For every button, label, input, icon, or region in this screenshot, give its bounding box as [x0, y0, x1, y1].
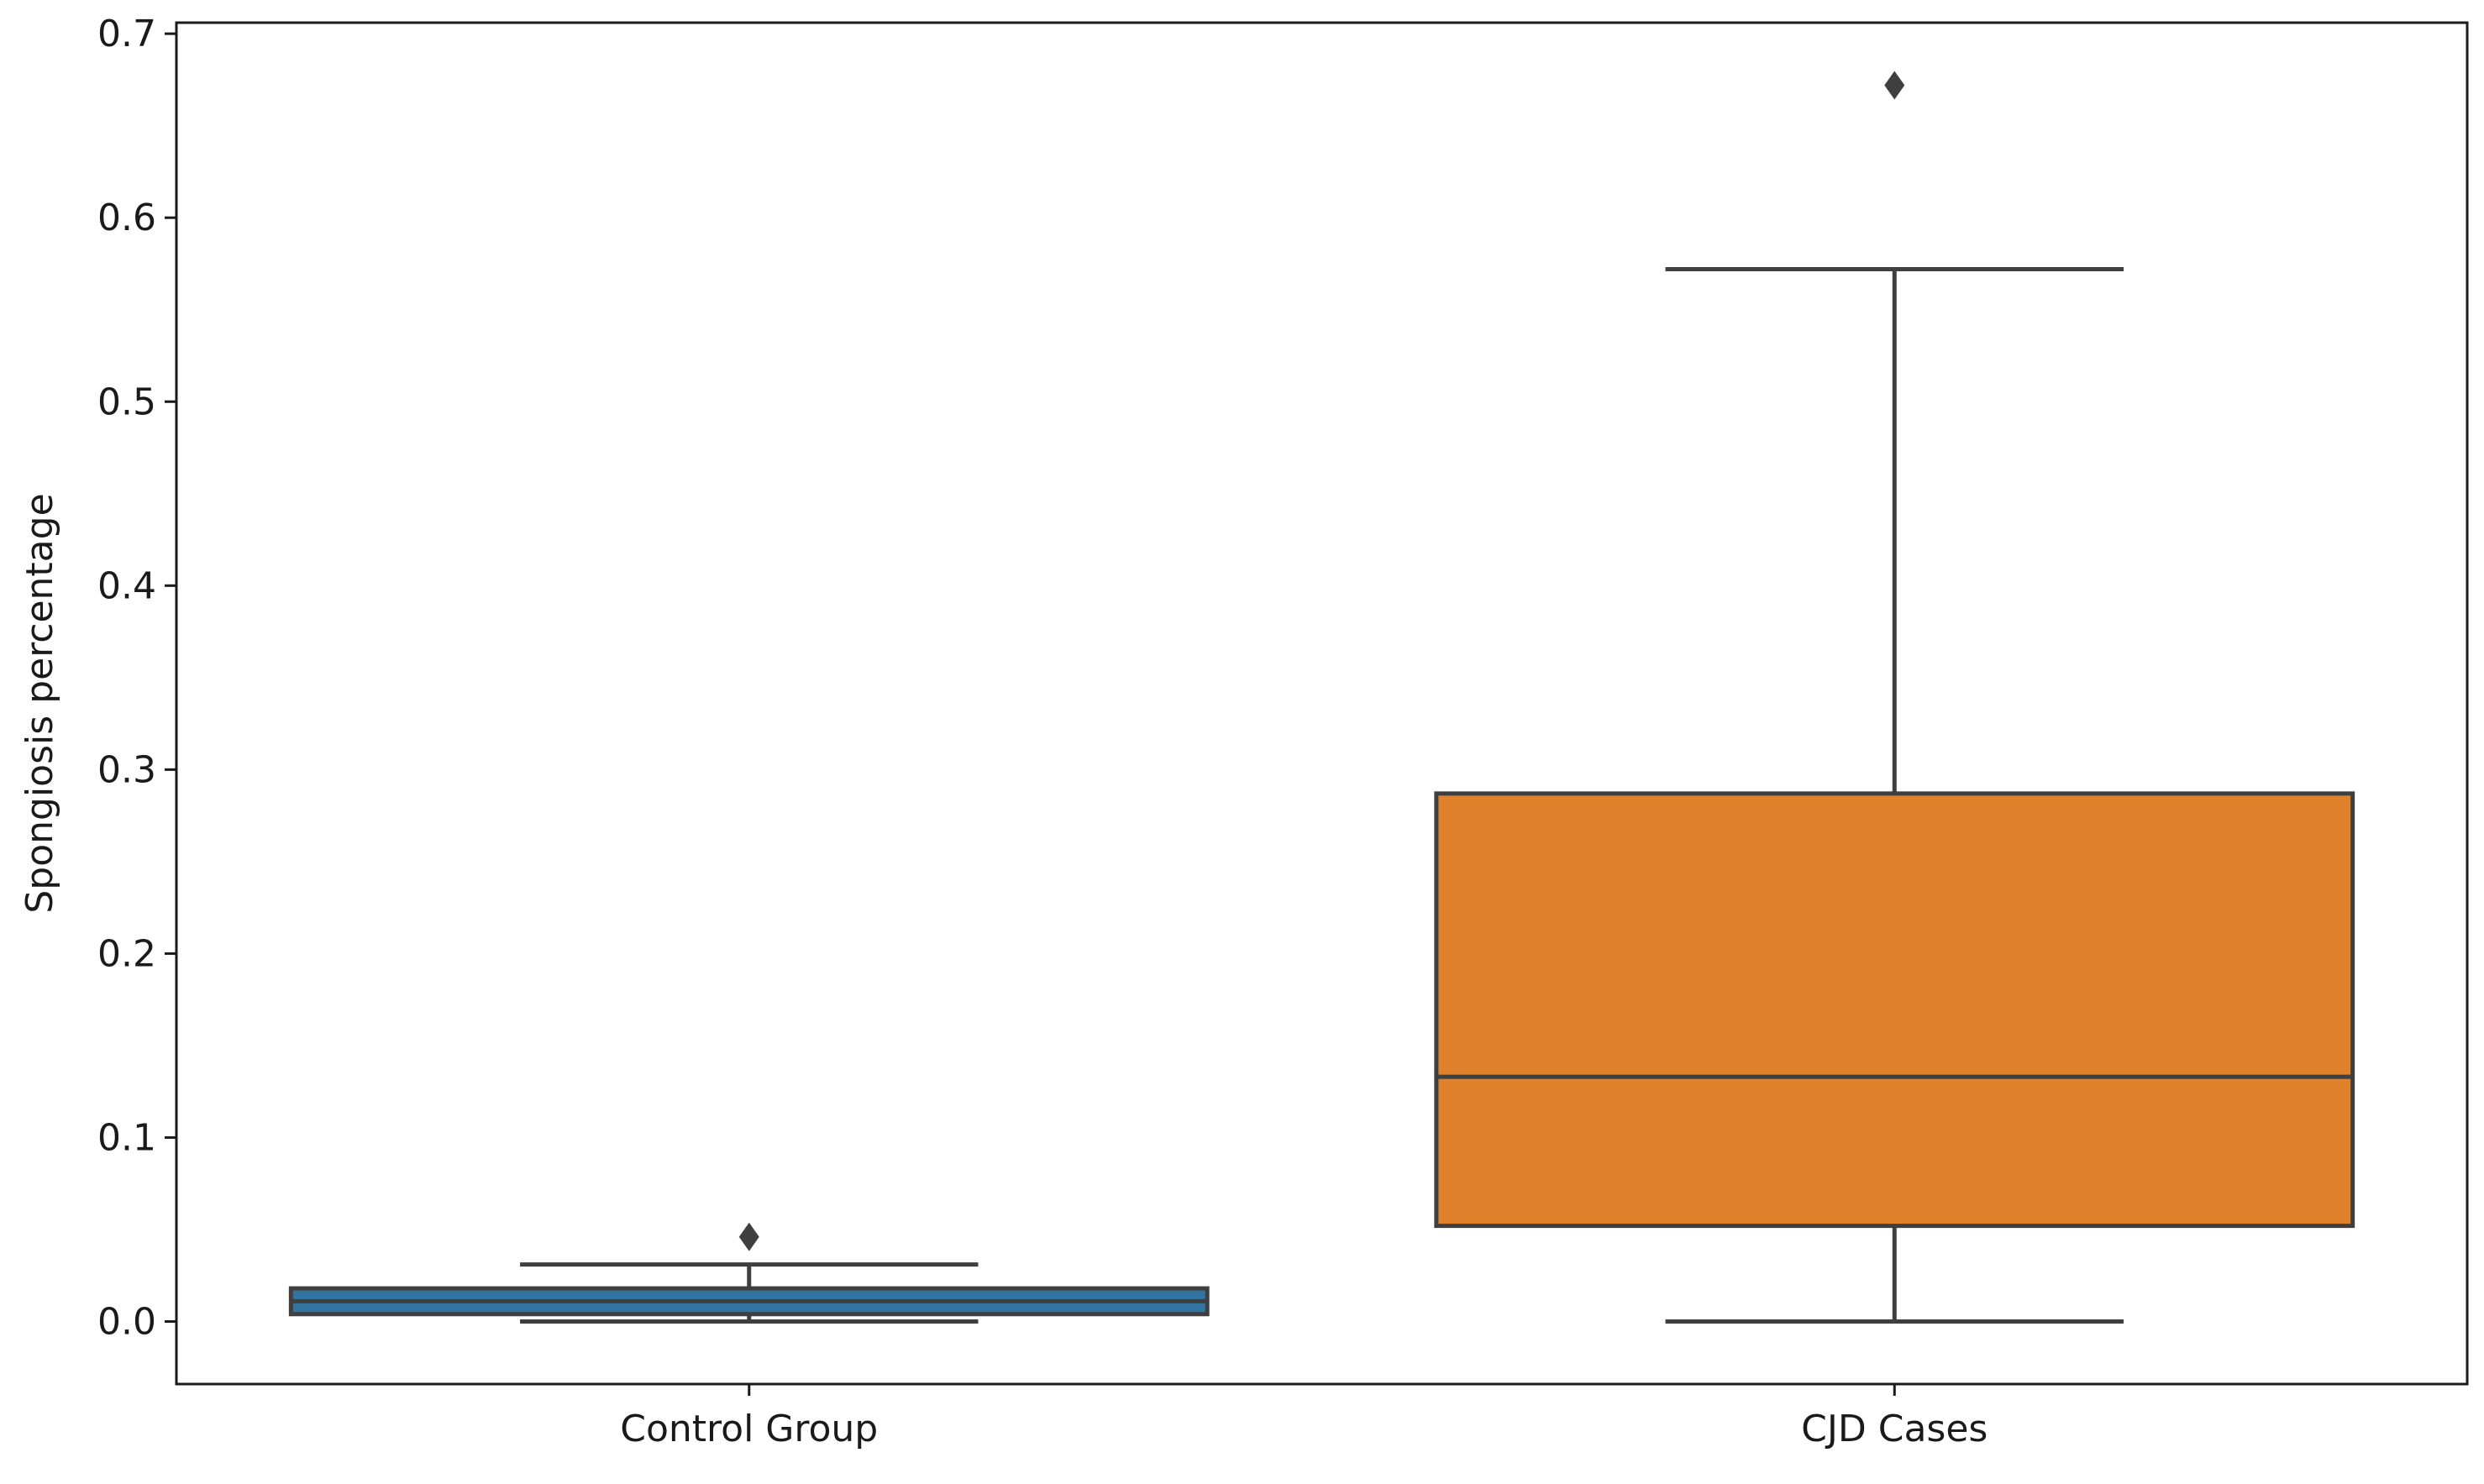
box-series [288, 71, 2355, 1324]
outlier-point [738, 1222, 759, 1251]
y-tick-label: 0.2 [97, 932, 156, 975]
y-tick-label: 0.0 [97, 1301, 156, 1344]
box-cjd-cases [1434, 71, 2355, 1324]
y-tick-label: 0.7 [97, 13, 156, 55]
y-tick-label: 0.5 [97, 380, 156, 423]
y-tick-label: 0.4 [97, 564, 156, 607]
box-control-group [288, 1222, 1210, 1324]
y-axis-ticks: 0.0 0.1 0.2 0.3 0.4 0.5 0.6 0.7 [97, 13, 176, 1344]
plot-frame [175, 21, 2469, 1386]
y-tick-label: 0.1 [97, 1116, 156, 1159]
y-tick-label: 0.6 [97, 197, 156, 239]
iqr-box [1434, 791, 2355, 1229]
x-tick-label: Control Group [620, 1408, 878, 1450]
x-tick-label: CJD Cases [1801, 1408, 1988, 1450]
x-axis-ticks: Control Group CJD Cases [620, 1384, 1988, 1450]
y-tick-label: 0.3 [97, 748, 156, 791]
outlier-point [1884, 71, 1905, 100]
y-axis-label: Spongiosis percentage [18, 493, 61, 913]
